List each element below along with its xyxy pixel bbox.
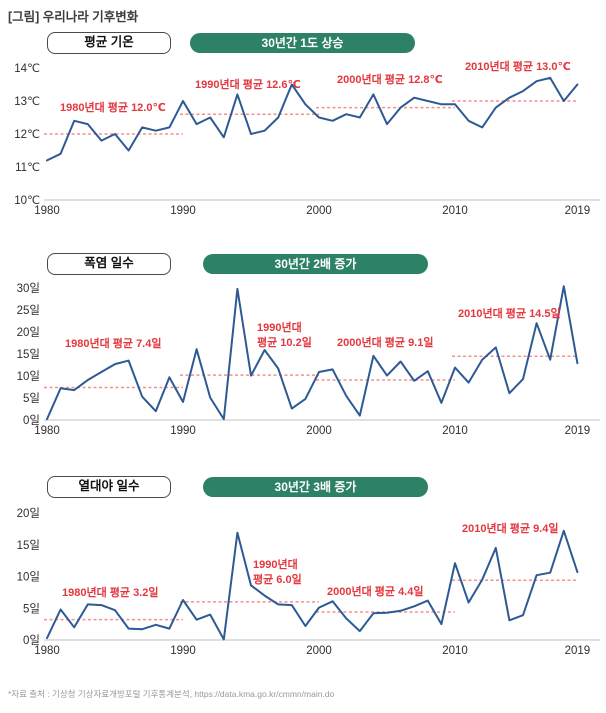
x-tick-label: 2010 xyxy=(442,645,468,657)
x-tick-label: 1980 xyxy=(34,205,60,217)
y-tick-label: 10일 xyxy=(17,369,40,383)
decade-mean-annotation: 1990년대 평균 12.6℃ xyxy=(195,77,301,91)
x-tick-label: 2000 xyxy=(306,205,332,217)
y-tick-label: 11℃ xyxy=(15,162,40,174)
x-tick-label: 2010 xyxy=(442,205,468,217)
badge-2x-increase: 30년간 2배 증가 xyxy=(203,254,428,274)
decade-mean-annotation: 1980년대 평균 12.0℃ xyxy=(60,100,166,114)
x-tick-label: 1980 xyxy=(34,645,60,657)
y-tick-label: 5일 xyxy=(23,391,40,405)
x-tick-label: 1990 xyxy=(170,425,196,437)
y-tick-label: 12℃ xyxy=(14,129,40,141)
decade-mean-annotation: 1980년대 평균 7.4일 xyxy=(65,336,161,350)
x-tick-label: 2019 xyxy=(565,425,591,437)
x-tick-label: 2000 xyxy=(306,645,332,657)
data-series-line xyxy=(46,285,579,421)
chart-label-avg-temp: 평균 기온 xyxy=(47,32,171,54)
y-tick-label: 5일 xyxy=(23,601,40,615)
x-tick-label: 1980 xyxy=(34,425,60,437)
x-tick-label: 2019 xyxy=(565,205,591,217)
y-tick-label: 10℃ xyxy=(14,195,40,207)
decade-mean-annotation: 2010년대 평균 9.4일 xyxy=(462,521,558,535)
figure-title: [그림] 우리나라 기후변화 xyxy=(8,10,139,24)
x-tick-label: 1990 xyxy=(170,205,196,217)
decade-mean-annotation: 2000년대 평균 4.4일 xyxy=(327,584,423,598)
y-tick-label: 0일 xyxy=(23,633,40,647)
y-tick-label: 20일 xyxy=(17,325,40,339)
decade-mean-annotation: 1990년대 평균 6.0일 xyxy=(253,557,302,586)
y-tick-label: 25일 xyxy=(17,303,40,317)
x-tick-label: 2010 xyxy=(442,425,468,437)
decade-mean-annotation: 2010년대 평균 13.0℃ xyxy=(465,60,571,73)
x-tick-label: 2019 xyxy=(565,645,591,657)
y-tick-label: 14℃ xyxy=(14,63,40,75)
chart-label-tropical-night-days: 열대야 일수 xyxy=(47,476,171,498)
y-tick-label: 15일 xyxy=(17,538,40,552)
data-series-line xyxy=(46,76,579,162)
decade-mean-annotation: 2000년대 평균 12.8℃ xyxy=(337,72,443,86)
decade-mean-annotation: 2000년대 평균 9.1일 xyxy=(337,335,433,349)
data-series-line xyxy=(46,529,579,641)
badge-3x-increase: 30년간 3배 증가 xyxy=(203,477,428,497)
y-tick-label: 10일 xyxy=(17,570,40,584)
y-tick-label: 30일 xyxy=(17,281,40,295)
data-source-note: *자료 출처 : 기상청 기상자료개방포털 기후통계분석, https://da… xyxy=(8,689,335,699)
y-tick-label: 13℃ xyxy=(14,96,40,108)
decade-mean-annotation: 2010년대 평균 14.5일 xyxy=(458,306,561,320)
y-tick-label: 0일 xyxy=(23,413,40,427)
x-tick-label: 1990 xyxy=(170,645,196,657)
x-tick-label: 2000 xyxy=(306,425,332,437)
decade-mean-annotation: 1980년대 평균 3.2일 xyxy=(62,585,158,599)
badge-1deg-rise: 30년간 1도 상승 xyxy=(190,33,415,53)
decade-mean-annotation: 1990년대 평균 10.2일 xyxy=(257,320,312,349)
y-tick-label: 20일 xyxy=(17,506,40,520)
y-tick-label: 15일 xyxy=(17,347,40,361)
chart-label-heatwave-days: 폭염 일수 xyxy=(47,253,171,275)
